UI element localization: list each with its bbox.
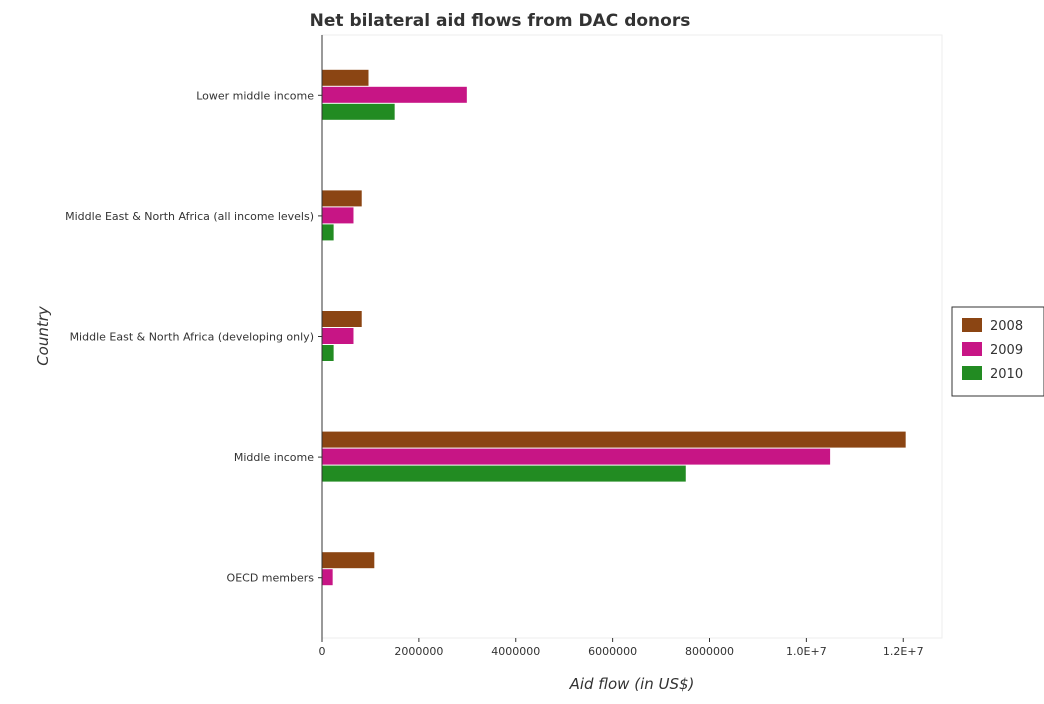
x-tick-labels: 0 2000000 4000000 6000000 8000000 1.0E+7 1.2E+… [319, 638, 924, 658]
bar-middle-income-2009 [322, 449, 830, 465]
x-tick-label: 0 [319, 645, 326, 658]
legend-label-2010: 2010 [990, 367, 1023, 382]
y-axis-label: Country [34, 305, 52, 366]
bar-oecd-members-2009 [322, 569, 333, 585]
bar-middle-east-north-africa-developing-only-2010 [322, 345, 334, 361]
bar-middle-east-north-africa-all-income-levels-2010 [322, 224, 334, 240]
bar-oecd-members-2008 [322, 552, 374, 568]
x-tick-label: 2000000 [394, 645, 443, 658]
legend-label-2008: 2008 [990, 319, 1023, 334]
legend-swatch-2008 [962, 318, 982, 332]
bar-middle-income-2010 [322, 466, 686, 482]
bar-middle-east-north-africa-developing-only-2009 [322, 328, 353, 344]
y-tick-label: Middle income [234, 451, 314, 464]
y-tick-label: Middle East & North Africa (developing o… [70, 331, 314, 344]
bar-lower-middle-income-2010 [322, 104, 395, 120]
legend-swatch-2010 [962, 366, 982, 380]
plot-area [322, 35, 942, 638]
bar-middle-east-north-africa-all-income-levels-2009 [322, 207, 353, 223]
x-tick-label: 1.0E+7 [786, 645, 827, 658]
bar-lower-middle-income-2009 [322, 87, 467, 103]
y-tick-label: Lower middle income [196, 89, 314, 102]
legend: 2008 2009 2010 [952, 307, 1044, 396]
x-tick-label: 6000000 [588, 645, 637, 658]
y-tick-label: OECD members [227, 572, 315, 585]
y-tick-label: Middle East & North Africa (all income l… [65, 210, 314, 223]
x-tick-label: 4000000 [491, 645, 540, 658]
y-tick-labels: Lower middle income Middle East & North A… [65, 89, 322, 584]
x-tick-label: 8000000 [685, 645, 734, 658]
bar-middle-east-north-africa-developing-only-2008 [322, 311, 362, 327]
bar-lower-middle-income-2008 [322, 70, 369, 86]
x-tick-label: 1.2E+7 [883, 645, 924, 658]
x-axis-label: Aid flow (in US$) [569, 675, 695, 693]
legend-label-2009: 2009 [990, 343, 1023, 358]
chart-title: Net bilateral aid flows from DAC donors [310, 11, 691, 31]
bar-middle-east-north-africa-all-income-levels-2008 [322, 190, 362, 206]
legend-swatch-2009 [962, 342, 982, 356]
bar-middle-income-2008 [322, 432, 906, 448]
